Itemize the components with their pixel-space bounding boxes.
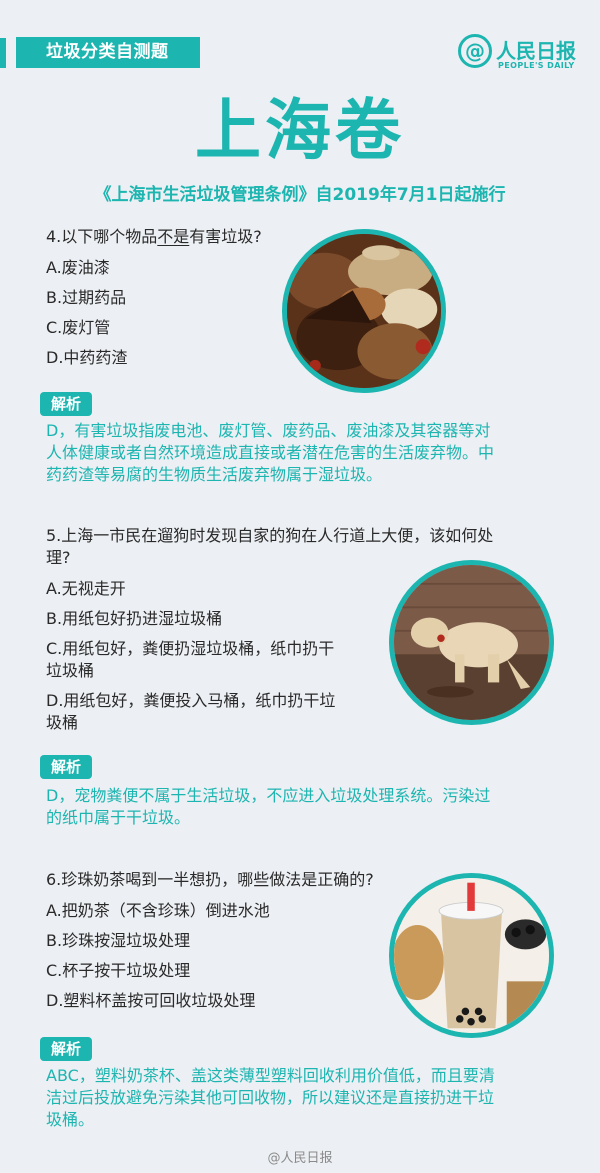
analysis-label-4: 解析 (40, 392, 92, 416)
q6-option-c: C.杯子按干垃圾处理 (46, 961, 191, 980)
q6-option-d: D.塑料杯盖按可回收垃圾处理 (46, 991, 256, 1010)
page-subtitle: 《上海市生活垃圾管理条例》自2019年7月1日起施行 (94, 185, 506, 205)
herbal-medicine-illustration (287, 234, 441, 388)
answer-6: ABC，塑料奶茶杯、盖这类薄型塑料回收利用价值低，而且要清 洁过后投放避免污染其… (46, 1066, 495, 1129)
page-title: 上海卷 (195, 92, 405, 169)
analysis-label-5: 解析 (40, 755, 92, 779)
question-6: 6.珍珠奶茶喝到一半想扔，哪些做法是正确的? (46, 870, 374, 889)
footer-watermark: @人民日报 (267, 1151, 333, 1166)
bubble-tea-image (389, 873, 554, 1038)
header-accent-bar (0, 38, 6, 68)
q5-option-c: C.用纸包好，粪便扔湿垃圾桶，纸巾扔干 垃圾桶 (46, 639, 335, 680)
logo-name: 人民日报 (496, 39, 576, 63)
question-4: 4.以下哪个物品不是有害垃圾? (46, 227, 262, 246)
answer-4: D，有害垃圾指废电池、废灯管、废药品、废油漆及其容器等对 人体健康或者自然环境造… (46, 421, 495, 484)
at-icon: @ (458, 34, 492, 68)
q5-option-d: D.用纸包好，粪便投入马桶，纸巾扔干垃 圾桶 (46, 691, 336, 732)
q5-option-b: B.用纸包好扔进湿垃圾桶 (46, 609, 223, 628)
bubble-tea-illustration (394, 878, 549, 1033)
q4-option-a: A.废油漆 (46, 258, 110, 277)
q5-option-a: A.无视走开 (46, 579, 126, 598)
dog-illustration (394, 565, 549, 720)
q4-option-b: B.过期药品 (46, 288, 127, 307)
herbal-medicine-image (282, 229, 446, 393)
quiz-tag: 垃圾分类自测题 (16, 37, 200, 68)
underlined-text: 不是 (157, 227, 190, 246)
dog-image (389, 560, 554, 725)
q4-option-c: C.废灯管 (46, 318, 111, 337)
q6-option-a: A.把奶茶（不含珍珠）倒进水池 (46, 901, 270, 920)
q6-option-b: B.珍珠按湿垃圾处理 (46, 931, 191, 950)
q4-option-d: D.中药药渣 (46, 348, 128, 367)
analysis-label-6: 解析 (40, 1037, 92, 1061)
answer-5: D，宠物粪便不属于生活垃圾，不应进入垃圾处理系统。污染过 的纸巾属于干垃圾。 (46, 786, 491, 827)
logo-subtitle: PEOPLE'S DAILY (498, 61, 575, 70)
peoples-daily-logo: @ 人民日报 PEOPLE'S DAILY (458, 32, 576, 78)
question-5: 5.上海一市民在遛狗时发现自家的狗在人行道上大便，该如何处 理? (46, 526, 494, 567)
